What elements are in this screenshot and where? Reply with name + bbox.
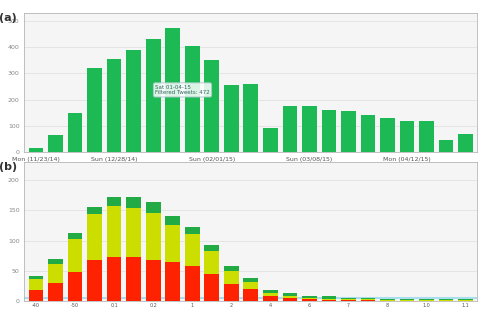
Bar: [107, 197, 121, 206]
Bar: [439, 300, 453, 301]
Bar: [263, 128, 278, 152]
Bar: [458, 299, 473, 300]
Bar: [68, 239, 82, 272]
Bar: [360, 300, 375, 301]
Bar: [439, 140, 453, 152]
Bar: [166, 225, 180, 262]
Bar: [185, 235, 200, 266]
Bar: [107, 257, 121, 301]
Bar: [439, 299, 453, 300]
Bar: [48, 259, 63, 263]
Bar: [321, 300, 336, 301]
Bar: [48, 263, 63, 283]
Bar: [87, 260, 102, 301]
Bar: [302, 106, 317, 152]
Bar: [166, 29, 180, 152]
Bar: [400, 300, 414, 301]
Bar: [244, 84, 258, 152]
Bar: [419, 300, 434, 301]
Bar: [87, 214, 102, 260]
Bar: [48, 283, 63, 301]
Bar: [224, 85, 239, 152]
Bar: [48, 135, 63, 152]
Bar: [380, 300, 395, 301]
Bar: [224, 284, 239, 301]
Bar: [302, 299, 317, 301]
Bar: [205, 274, 219, 301]
Bar: [282, 293, 297, 296]
Bar: [126, 257, 141, 301]
Bar: [263, 293, 278, 296]
Bar: [29, 290, 43, 301]
Bar: [282, 296, 297, 298]
Bar: [400, 299, 414, 300]
Bar: [380, 118, 395, 152]
Bar: [360, 298, 375, 299]
Bar: [224, 266, 239, 271]
Bar: [126, 208, 141, 257]
Bar: [341, 111, 356, 152]
Bar: [68, 233, 82, 239]
Bar: [419, 299, 434, 300]
Bar: [107, 206, 121, 257]
Bar: [146, 260, 161, 301]
Bar: [185, 266, 200, 301]
Bar: [341, 298, 356, 299]
Bar: [205, 60, 219, 152]
Bar: [360, 299, 375, 300]
Bar: [29, 148, 43, 152]
Bar: [321, 296, 336, 299]
Bar: [282, 298, 297, 301]
Bar: [166, 216, 180, 225]
Bar: [146, 39, 161, 152]
Bar: [458, 134, 473, 152]
Bar: [166, 262, 180, 301]
Bar: [29, 276, 43, 279]
Bar: [263, 290, 278, 293]
Bar: [87, 207, 102, 214]
Bar: [263, 296, 278, 301]
Bar: [302, 298, 317, 299]
Bar: [68, 113, 82, 152]
Bar: [458, 300, 473, 301]
Bar: [282, 106, 297, 152]
Bar: [87, 68, 102, 152]
Bar: [321, 110, 336, 152]
Bar: [341, 299, 356, 300]
Bar: [29, 279, 43, 290]
Bar: [244, 282, 258, 289]
Bar: [224, 271, 239, 284]
Bar: [146, 213, 161, 260]
Bar: [380, 299, 395, 300]
Bar: [419, 120, 434, 152]
Bar: [341, 300, 356, 301]
Bar: [126, 49, 141, 152]
Text: (b): (b): [0, 162, 18, 172]
Bar: [400, 120, 414, 152]
Text: Sat 01-04-15
Filtered Tweets: 472: Sat 01-04-15 Filtered Tweets: 472: [155, 85, 210, 95]
Bar: [244, 289, 258, 301]
Text: (a): (a): [0, 13, 17, 23]
Bar: [321, 299, 336, 300]
Bar: [146, 202, 161, 213]
Bar: [68, 272, 82, 301]
Bar: [107, 59, 121, 152]
Bar: [360, 115, 375, 152]
Bar: [185, 46, 200, 152]
Bar: [302, 296, 317, 298]
Bar: [185, 227, 200, 235]
Bar: [126, 197, 141, 208]
Bar: [205, 245, 219, 251]
Bar: [205, 251, 219, 274]
Bar: [244, 278, 258, 282]
